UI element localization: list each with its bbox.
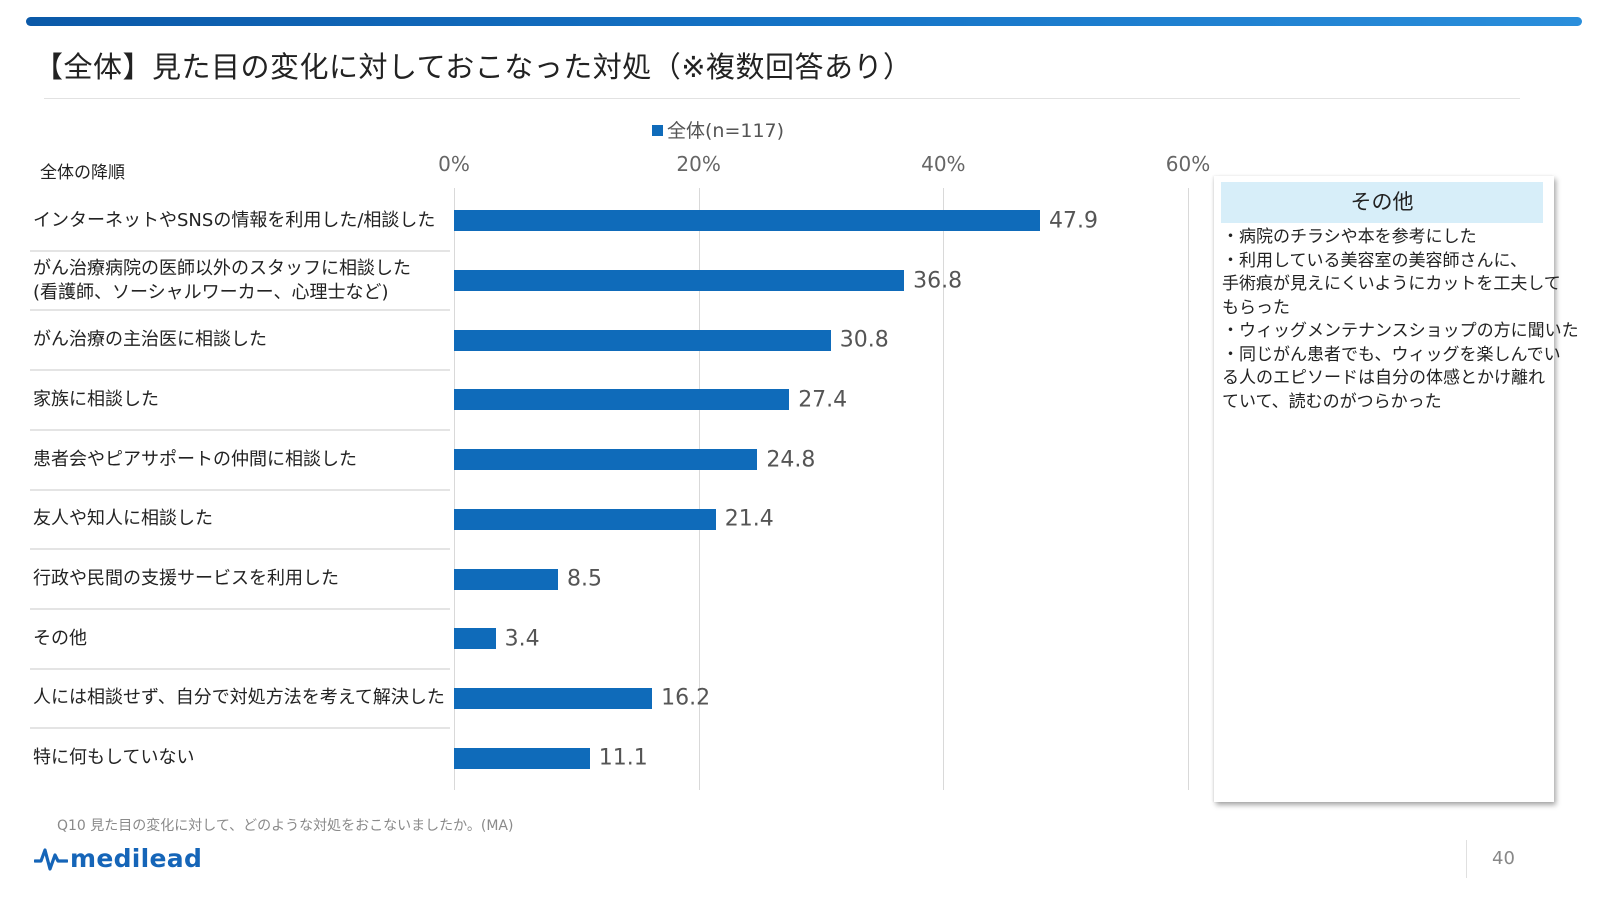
chart-legend: 全体(n=117) (652, 116, 784, 143)
category-label-line: その他 (33, 627, 87, 649)
bar (454, 270, 905, 292)
category-label-line: 人には相談せず、自分で対処方法を考えて解決した (33, 687, 445, 709)
category-label: 人には相談せず、自分で対処方法を考えて解決した (33, 686, 445, 710)
bar-value-label: 21.4 (724, 506, 774, 532)
bar-value-label: 16.2 (661, 685, 711, 711)
other-answer-line: 手術痕が見えにくいようにカットを工夫して (1222, 274, 1561, 294)
bar-value-label: 47.9 (1048, 208, 1098, 234)
category-label-line: がん治療病院の医師以外のスタッフに相談した (33, 257, 411, 279)
other-answers-title: その他 (1221, 182, 1543, 223)
bar (454, 329, 831, 351)
category-label-line: 行政や民間の支援サービスを利用した (33, 568, 339, 590)
category-label-line: 患者会やピアサポートの仲間に相談した (33, 448, 357, 470)
row-separator (30, 607, 450, 610)
row-separator (30, 428, 450, 431)
category-label-line: 友人や知人に相談した (33, 508, 213, 530)
bar-value-label: 11.1 (598, 745, 648, 771)
category-label: その他 (33, 627, 87, 651)
x-gridline (943, 188, 945, 790)
other-answer-line: る人のエピソードは自分の体感とかけ離れ (1222, 368, 1545, 388)
category-label: 特に何もしていない (33, 746, 194, 770)
category-label-line: 特に何もしていない (33, 747, 195, 769)
legend-swatch (652, 125, 663, 136)
bar (454, 449, 758, 471)
other-answer-line: ・病院のチラシや本を参考にした (1222, 227, 1477, 247)
other-answer-line: もらった (1222, 297, 1290, 318)
x-gridline (454, 188, 455, 790)
category-label: がん治療病院の医師以外のスタッフに相談した (看護師、ソーシャルワーカー、心理士な… (33, 257, 411, 305)
page-title: 【全体】見た目の変化に対しておこなった対処（※複数回答あり） (34, 50, 913, 84)
question-footnote: Q10 見た目の変化に対して、どのような対処をおこないましたか。(MA) (57, 818, 514, 834)
sort-order-label: 全体の降順 (40, 163, 125, 183)
row-separator (30, 309, 450, 312)
category-label-line: (看護師、ソーシャルワーカー、心理士など) (33, 281, 389, 303)
x-axis-tick-label: 40% (921, 152, 966, 176)
x-axis-tick-label: 0% (438, 152, 470, 176)
category-label: 友人や知人に相談した (33, 507, 213, 531)
bar-value-label: 8.5 (566, 566, 602, 592)
top-accent-bar (26, 17, 1582, 26)
other-answers-panel (1214, 176, 1554, 802)
category-label: インターネットやSNSの情報を利用した/相談した (33, 209, 435, 233)
row-separator (30, 369, 450, 372)
bar (454, 687, 653, 709)
bar (454, 747, 590, 769)
other-answer-line: ていて、読むのがつらかった (1222, 391, 1442, 412)
x-gridline (1188, 188, 1189, 790)
title-divider (44, 98, 1520, 99)
category-label-line: インターネットやSNSの情報を利用した/相談した (33, 209, 436, 231)
bar-value-label: 36.8 (913, 268, 963, 294)
category-label: がん治療の主治医に相談した (33, 328, 267, 352)
bar (454, 568, 558, 590)
row-separator (30, 249, 450, 252)
category-label: 患者会やピアサポートの仲間に相談した (33, 448, 357, 472)
row-separator (30, 548, 450, 551)
page-number: 40 (1492, 848, 1515, 869)
x-axis-tick-label: 20% (676, 152, 721, 176)
other-answer-line: ・同じがん患者でも、ウィッグを楽しんでい (1222, 344, 1561, 365)
x-axis-tick-label: 60% (1165, 152, 1211, 176)
row-separator (30, 488, 450, 491)
medilead-logo: medilead (34, 842, 202, 874)
bar-value-label: 3.4 (504, 626, 540, 652)
bar-value-label: 27.4 (798, 387, 848, 413)
category-label-line: がん治療の主治医に相談した (33, 329, 267, 351)
bar (454, 508, 716, 530)
bar (454, 210, 1040, 232)
row-separator (30, 727, 450, 730)
bar-value-label: 24.8 (766, 447, 816, 473)
other-answers-list: ・病院のチラシや本を参考にした・利用している美容室の美容師さんに、手術痕が見えに… (1222, 226, 1579, 414)
pulse-wave-icon (34, 848, 68, 871)
category-label: 家族に相談した (33, 388, 159, 412)
other-answer-line: ・ウィッグメンテナンスショップの方に聞いた (1222, 321, 1579, 341)
other-answer-line: ・利用している美容室の美容師さんに、 (1222, 250, 1527, 271)
legend-label: 全体(n=117) (667, 120, 785, 142)
page-number-divider (1466, 840, 1467, 878)
category-label-line: 家族に相談した (33, 388, 159, 410)
row-separator (30, 667, 450, 670)
logo-text: medilead (70, 843, 203, 873)
bar (454, 628, 496, 650)
bar (454, 389, 790, 411)
x-gridline (698, 188, 700, 790)
bar-value-label: 30.8 (839, 327, 889, 353)
category-label: 行政や民間の支援サービスを利用した (33, 567, 339, 591)
